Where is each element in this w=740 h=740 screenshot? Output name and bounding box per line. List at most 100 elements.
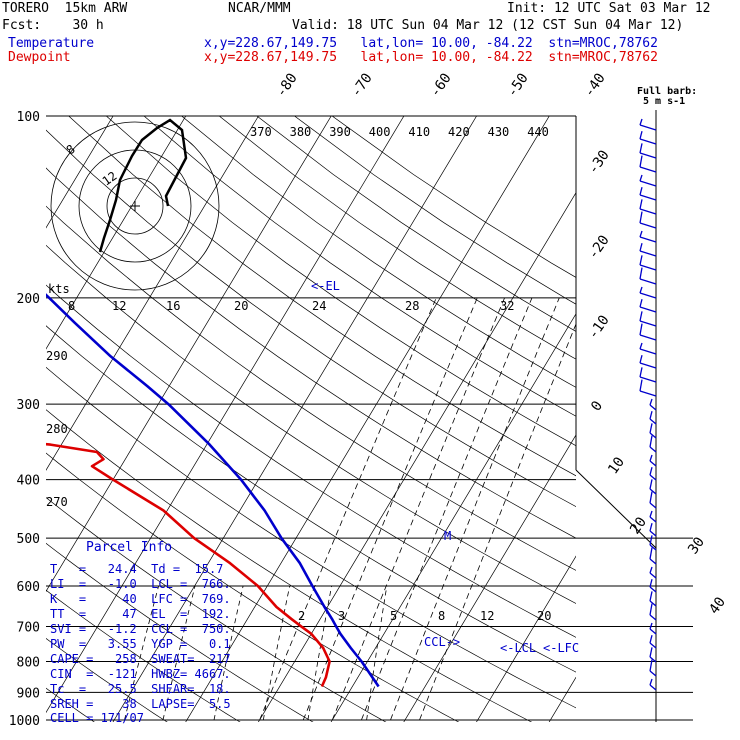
wind-barb <box>639 152 657 159</box>
pressure-label-800: 800 <box>17 655 40 670</box>
wind-barb <box>649 502 657 509</box>
wind-barb-feather <box>639 230 643 238</box>
isotherm-lines <box>0 116 576 733</box>
wind-barb <box>649 488 657 495</box>
theta-label: 290 <box>46 349 68 363</box>
isotherm-label: 10 <box>605 454 628 477</box>
wind-barb <box>639 236 657 243</box>
isotherm-label: -20 <box>585 232 613 262</box>
wind-barb <box>649 404 657 411</box>
speed-scale-label: 32 <box>500 299 514 313</box>
speed-scale-label: 16 <box>166 299 180 313</box>
mixing-ratio-label: 5 <box>390 609 397 623</box>
annotation-label: <-EL <box>311 279 340 293</box>
station-info-dewpoint: x,y=228.67,149.75 lat,lon= 10.00, -84.22… <box>204 50 658 65</box>
init-time: Init: 12 UTC Sat 03 Mar 12 <box>507 1 711 16</box>
wind-barb <box>639 208 657 215</box>
parcel-info-row: LI = -1.0 LCL = 766. <box>50 577 231 591</box>
isotherm-line <box>185 116 550 722</box>
parcel-info-row: SVI = -1.2 CCL = 750. <box>50 622 231 636</box>
wind-barb-feather <box>649 454 653 462</box>
parcel-info-row: CELL = 171/07 <box>50 711 144 725</box>
isotherm-line <box>112 116 477 722</box>
pressure-label-300: 300 <box>17 398 40 413</box>
parcel-info-row: CIN = -121 HWBZ= 4667. <box>50 667 231 681</box>
mixing-ratio-label: 20 <box>537 609 551 623</box>
wind-barb-feather <box>639 255 643 266</box>
wind-barb-feather <box>639 323 643 336</box>
parcel-info-row: Tc = 25.5 SHEAR= 18. <box>50 682 231 696</box>
isotherm-label: -50 <box>504 70 532 100</box>
isotherm-line <box>46 116 405 714</box>
parcel-info-row: CAPE = 258 SWEAT= 217 <box>50 652 231 666</box>
pressure-label-500: 500 <box>17 532 40 547</box>
hodograph-ring <box>106 177 164 235</box>
dry-adiabat-line <box>46 497 387 722</box>
model-title: TORERO 15km ARW <box>2 1 128 16</box>
pressure-label-700: 700 <box>17 620 40 635</box>
theta-e-label: 410 <box>408 125 430 139</box>
dry-adiabat-line <box>106 116 576 447</box>
mixing-ratio-line <box>162 585 196 721</box>
dry-adiabat-line <box>46 542 314 722</box>
wind-barb <box>639 334 657 341</box>
moist-adiabat-line <box>419 322 576 721</box>
wind-barb <box>639 390 657 397</box>
wind-barb <box>649 446 657 453</box>
dry-adiabat-line <box>46 205 576 571</box>
annotation-label: <-LCL <box>500 641 536 655</box>
wind-barb-feather <box>649 523 653 532</box>
isotherm-line <box>46 116 259 471</box>
sounding-profiles <box>46 293 380 688</box>
wind-barb <box>649 572 657 579</box>
mixing-ratio-label: 3 <box>338 609 345 623</box>
wind-barb <box>639 222 657 229</box>
wind-barb-feather <box>649 479 653 490</box>
wind-barb <box>639 264 657 271</box>
annotation-label: Full barb: <box>637 86 697 97</box>
isotherm-line <box>0 116 40 733</box>
mixing-ratio-line <box>124 585 159 721</box>
wind-barb-feather <box>649 647 653 658</box>
header: TORERO 15km ARW NCAR/MMM Init: 12 UTC Sa… <box>0 0 740 70</box>
isotherm-label: 0 <box>588 398 606 414</box>
wind-barb-feather <box>649 491 653 504</box>
wind-barb <box>649 418 657 425</box>
isotherm-label: 40 <box>706 594 729 617</box>
wind-barb <box>649 544 657 551</box>
isotherm-line <box>46 116 187 350</box>
isotherm-line <box>476 555 576 722</box>
isotherm-label: 30 <box>685 534 708 557</box>
wind-barb-feather <box>649 622 653 630</box>
isotherm-label: -30 <box>585 147 613 177</box>
theta-e-label: 390 <box>329 125 351 139</box>
wind-barb-feather <box>639 155 643 168</box>
pressure-label-100: 100 <box>17 110 40 125</box>
wind-barb-feather <box>639 187 643 196</box>
isotherm-line <box>330 313 576 722</box>
dry-adiabat-line <box>0 116 37 733</box>
annotation-label: 5 m s-1 <box>643 96 685 107</box>
mixing-ratio-line <box>213 585 244 721</box>
wind-barb <box>649 474 657 481</box>
parcel-info-row: TT = 47 EL = 192. <box>50 607 231 621</box>
wind-barb-feather <box>639 379 643 392</box>
wind-barb <box>639 278 657 285</box>
wind-barb <box>649 670 657 677</box>
mixing-ratio-lines <box>124 585 388 721</box>
frame-right-lower <box>575 469 657 722</box>
speed-scale-label: 20 <box>234 299 248 313</box>
parcel-info-title: Parcel Info <box>86 540 173 555</box>
dry-adiabat-line <box>218 116 576 360</box>
wind-barb-feather <box>649 398 653 406</box>
pressure-label-600: 600 <box>17 580 40 595</box>
wind-barb <box>639 292 657 299</box>
wind-barb-feather <box>649 467 653 476</box>
dry-adiabat-line <box>46 167 576 539</box>
dry-adiabat-line <box>46 284 576 638</box>
isotherm-line <box>257 191 576 722</box>
hodograph-ring-label: 12 <box>100 169 120 189</box>
wind-barb-feather <box>639 311 643 322</box>
wind-barb-feather <box>639 174 643 182</box>
